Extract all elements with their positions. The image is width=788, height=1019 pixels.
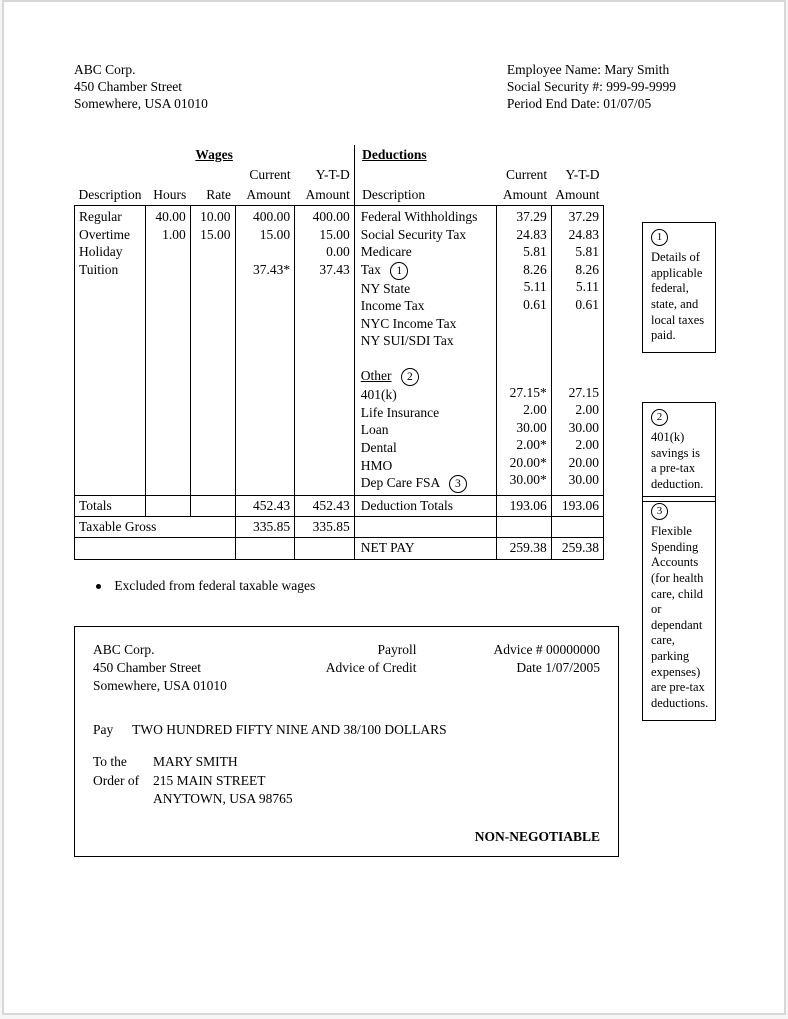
ddesc-h: Description (362, 187, 425, 202)
ded-ytd-col: 37.2924.835.818.265.110.61 27.152.0030.0… (551, 206, 603, 496)
employee-block: Employee Name: Mary Smith Social Securit… (507, 62, 676, 113)
check-advice: Advice # 00000000 Date 1/07/2005 (450, 641, 600, 696)
dytd-h1: Y-T-D (551, 165, 603, 185)
totals-label: Totals (75, 496, 146, 517)
ded-totals-cur: 193.06 (496, 496, 551, 517)
hours-h: Hours (146, 185, 191, 206)
wages-heading: Wages (75, 145, 355, 165)
annotation-3: 3Flexible Spending Accounts (for health … (642, 496, 716, 721)
company-block: ABC Corp. 450 Chamber Street Somewhere, … (74, 62, 208, 113)
netpay-cur: 259.38 (496, 538, 551, 559)
wages-desc-col: RegularOvertimeHolidayTuition (75, 206, 146, 496)
non-negotiable: NON-NEGOTIABLE (475, 828, 600, 846)
totals-wytd: 452.43 (295, 496, 355, 517)
dytd-h2: Amount (551, 185, 603, 206)
ssn: 999-99-9999 (606, 79, 676, 94)
period-label: Period End Date: (507, 96, 603, 111)
order-of: To the Order of MARY SMITH 215 MAIN STRE… (93, 753, 600, 808)
wages-hours-col: 40.001.00 (146, 206, 191, 496)
deductions-heading: Deductions (354, 145, 603, 165)
ded-totals-label: Deduction Totals (354, 496, 496, 517)
ytd-h2: Amount (295, 185, 355, 206)
pay-line: Pay TWO HUNDRED FIFTY NINE AND 38/100 DO… (93, 721, 600, 739)
bullet-icon (96, 584, 101, 589)
header: ABC Corp. 450 Chamber Street Somewhere, … (74, 62, 746, 113)
company-name: ABC Corp. (74, 62, 136, 77)
check-mid: Payroll Advice of Credit (297, 641, 417, 696)
paystub-page: ABC Corp. 450 Chamber Street Somewhere, … (2, 0, 786, 1015)
taxable-cur: 335.85 (235, 517, 295, 538)
ytd-h1: Y-T-D (295, 165, 355, 185)
annotation-1: 1Details of applicable federal, state, a… (642, 222, 716, 353)
rate-h: Rate (190, 185, 235, 206)
dcur-h2: Amount (496, 185, 551, 206)
wages-cur-col: 400.0015.00 37.43* (235, 206, 295, 496)
emp-name: Mary Smith (604, 62, 669, 77)
check-company: ABC Corp. 450 Chamber Street Somewhere, … (93, 641, 263, 696)
netpay-label: NET PAY (354, 538, 496, 559)
ded-desc-col: Federal WithholdingsSocial Security TaxM… (354, 206, 496, 496)
company-street: 450 Chamber Street (74, 79, 182, 94)
totals-wcur: 452.43 (235, 496, 295, 517)
ded-totals-ytd: 193.06 (551, 496, 603, 517)
desc-h: Description (75, 185, 146, 206)
earnings-table: Wages Deductions Current Y-T-D Current Y… (74, 145, 604, 560)
cur-h2: Amount (235, 185, 295, 206)
ded-cur-col: 37.2924.835.818.265.110.61 27.15*2.0030.… (496, 206, 551, 496)
annotation-2: 2401(k) savings is a pre-tax deduction. (642, 402, 716, 502)
pay-advice: ABC Corp. 450 Chamber Street Somewhere, … (74, 626, 619, 858)
company-city: Somewhere, USA 01010 (74, 96, 208, 111)
emp-name-label: Employee Name: (507, 62, 604, 77)
taxable-label: Taxable Gross (75, 517, 236, 538)
wages-ytd-col: 400.0015.000.0037.43 (295, 206, 355, 496)
netpay-ytd: 259.38 (551, 538, 603, 559)
wages-rate-col: 10.0015.00 (190, 206, 235, 496)
cur-h1: Current (235, 165, 295, 185)
period: 01/07/05 (603, 96, 651, 111)
taxable-ytd: 335.85 (295, 517, 355, 538)
ssn-label: Social Security #: (507, 79, 606, 94)
dcur-h1: Current (496, 165, 551, 185)
